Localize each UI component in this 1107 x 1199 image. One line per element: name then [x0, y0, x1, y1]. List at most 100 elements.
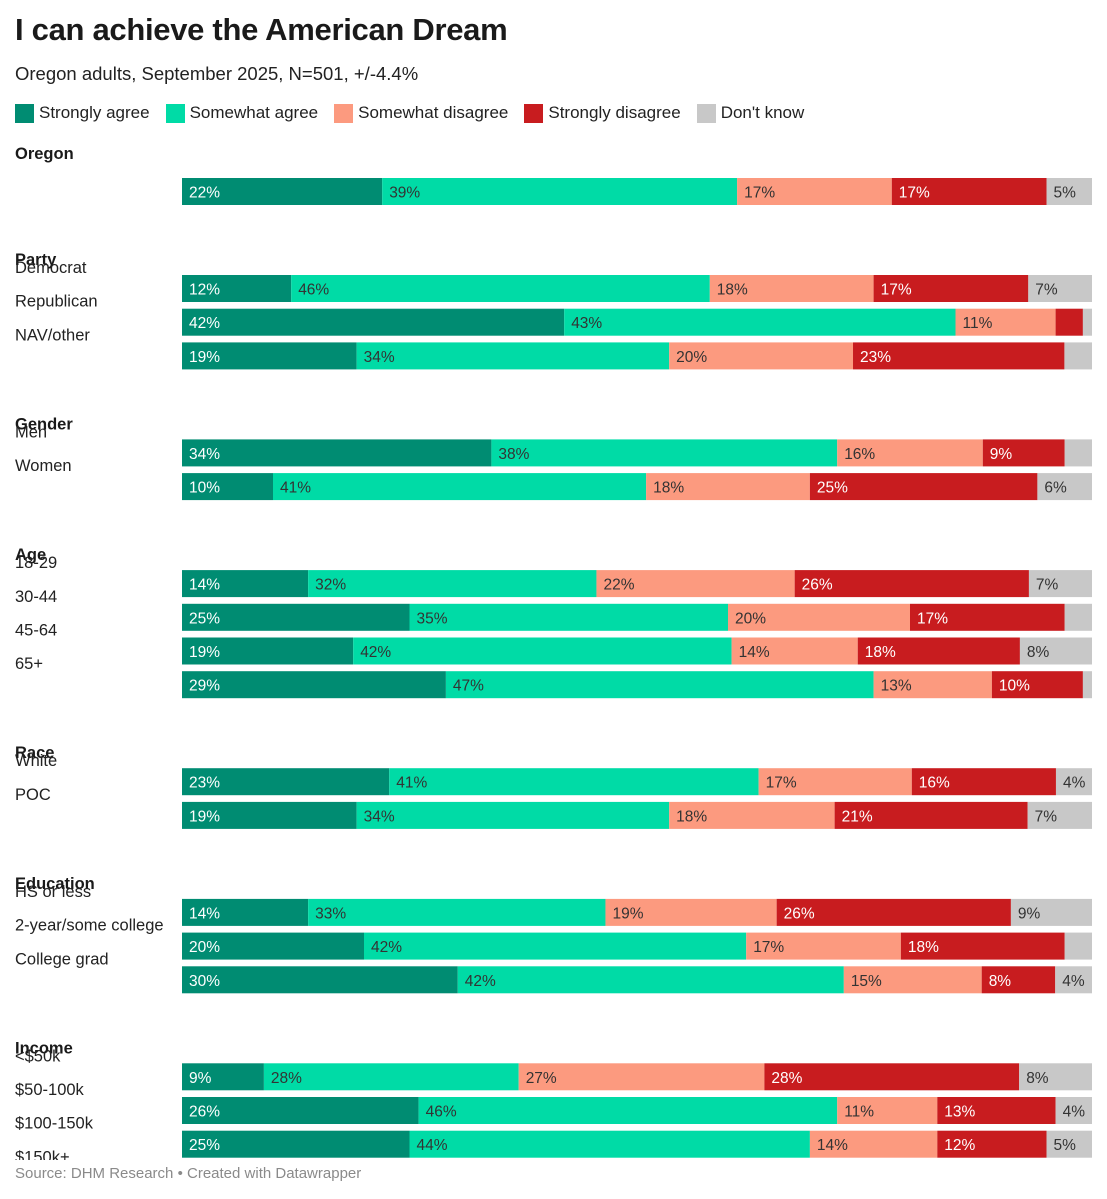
bar-segment-strongly-disagree: [891, 178, 1047, 205]
bar-segment-somewhat-disagree: [837, 439, 983, 467]
credit-note: Created with Datawrapper: [187, 1165, 362, 1182]
data-label: 26%: [189, 1104, 220, 1121]
bar-segment-don-t-know: [1055, 768, 1092, 796]
legend-label: Strongly agree: [39, 103, 150, 122]
data-label: 34%: [364, 349, 395, 366]
data-label: 14%: [189, 905, 220, 922]
bar-segment-strongly-agree: [182, 898, 309, 926]
bar-segment-somewhat-agree: [457, 966, 844, 994]
data-label: 26%: [802, 577, 833, 594]
bar-segment-somewhat-disagree: [758, 768, 912, 796]
bar-segment-don-t-know: [1046, 1130, 1092, 1158]
data-label: 32%: [315, 577, 346, 594]
data-label: 17%: [899, 185, 930, 202]
data-label: 43%: [571, 315, 602, 332]
bar-segment-don-t-know: [1082, 671, 1092, 699]
data-label: 13%: [944, 1104, 975, 1121]
data-label: 8%: [1027, 644, 1050, 661]
chart-subtitle: Oregon adults, September 2025, N=501, +/…: [15, 63, 419, 84]
bar-segment-don-t-know: [1010, 898, 1092, 926]
data-label: 23%: [860, 349, 891, 366]
group-title-gender: Gender: [15, 415, 73, 433]
data-label: 28%: [771, 1070, 802, 1087]
legend-label: Somewhat agree: [189, 103, 319, 122]
bar-segment-somewhat-disagree: [837, 1097, 938, 1124]
data-label: 20%: [676, 349, 707, 366]
data-label: 20%: [735, 610, 766, 627]
source-note: Source: DHM Research: [15, 1165, 174, 1182]
data-label: 17%: [766, 775, 797, 792]
data-label: 9%: [189, 1070, 212, 1087]
bar-segment-somewhat-disagree: [955, 308, 1056, 336]
row-label: 18-29: [15, 554, 57, 572]
bar-segment-somewhat-disagree: [873, 671, 992, 699]
data-label: 25%: [189, 1137, 220, 1154]
legend-swatch: [15, 103, 34, 123]
data-label: 7%: [1035, 282, 1058, 299]
legend-swatch: [696, 103, 716, 123]
row-label: White: [15, 752, 57, 770]
bar-segment-don-t-know: [1028, 275, 1092, 302]
data-label: 16%: [919, 775, 950, 792]
bar-segment-strongly-agree: [182, 966, 458, 994]
bar-segment-strongly-agree: [182, 637, 354, 665]
data-label: 33%: [315, 905, 346, 922]
bar-segment-strongly-agree: [182, 342, 357, 370]
data-label: 14%: [739, 644, 770, 661]
bar-segment-don-t-know: [1064, 439, 1092, 467]
data-label: 18%: [865, 644, 896, 661]
data-label: 25%: [817, 480, 848, 497]
data-label: 4%: [1062, 973, 1085, 990]
data-label: 11%: [844, 1104, 874, 1121]
legend-label: Somewhat disagree: [358, 103, 509, 122]
legend-label: Don't know: [720, 103, 805, 122]
bar-segment-somewhat-disagree: [518, 1063, 765, 1091]
legend-swatch: [524, 103, 544, 123]
data-label: 20%: [189, 939, 220, 956]
bar-segment-somewhat-disagree: [737, 178, 892, 205]
bar-segment-don-t-know: [1027, 801, 1092, 829]
bar-segment-strongly-disagree: [873, 275, 1029, 302]
bar-segment-strongly-agree: [182, 1063, 264, 1091]
bar-segment-somewhat-disagree: [596, 570, 795, 598]
data-label: 8%: [989, 973, 1012, 990]
data-label: 7%: [1036, 577, 1059, 594]
group-title-party: Party: [15, 251, 57, 269]
data-label: 18%: [653, 480, 684, 497]
bar-segment-don-t-know: [1019, 637, 1092, 665]
legend: Strongly agree Somewhat agree Somewhat d…: [15, 102, 820, 124]
data-label: 14%: [189, 577, 220, 594]
bar-segment-somewhat-agree: [356, 801, 670, 829]
bar-segment-strongly-agree: [182, 570, 309, 598]
group-title-income: Income: [15, 1039, 73, 1057]
row-label: 2-year/some college: [15, 917, 164, 935]
data-label: 47%: [453, 678, 484, 695]
data-label: 6%: [1044, 480, 1067, 497]
bar-segment-somewhat-disagree: [746, 932, 901, 960]
bar-segment-strongly-agree: [182, 178, 383, 205]
bar-segment-strongly-disagree: [794, 570, 1029, 598]
row-label: $150k+: [15, 1148, 70, 1160]
bar-segment-strongly-disagree: [981, 966, 1056, 994]
bar-segment-strongly-agree: [182, 473, 273, 501]
row-label: <$50k: [15, 1047, 61, 1065]
bar-segment-strongly-disagree: [910, 603, 1065, 631]
bar-segment-somewhat-disagree: [605, 898, 777, 926]
data-label: 44%: [417, 1137, 448, 1154]
data-label: 41%: [280, 480, 311, 497]
bar-segment-somewhat-agree: [409, 1130, 810, 1158]
bar-segment-somewhat-disagree: [669, 801, 835, 829]
data-label: 18%: [717, 282, 748, 299]
group-title-race: Race: [15, 744, 54, 762]
data-label: 17%: [753, 939, 784, 956]
bar-segment-don-t-know: [1046, 178, 1092, 205]
group-title-oregon: Oregon: [15, 145, 74, 163]
row-label: $100-150k: [15, 1115, 94, 1133]
data-label: 15%: [851, 973, 882, 990]
bar-segment-strongly-disagree: [1055, 308, 1083, 336]
legend-swatch: [165, 103, 185, 123]
bar-segment-strongly-agree: [182, 1097, 419, 1124]
bar-segment-strongly-disagree: [982, 439, 1065, 467]
footer-separator: •: [177, 1165, 183, 1182]
